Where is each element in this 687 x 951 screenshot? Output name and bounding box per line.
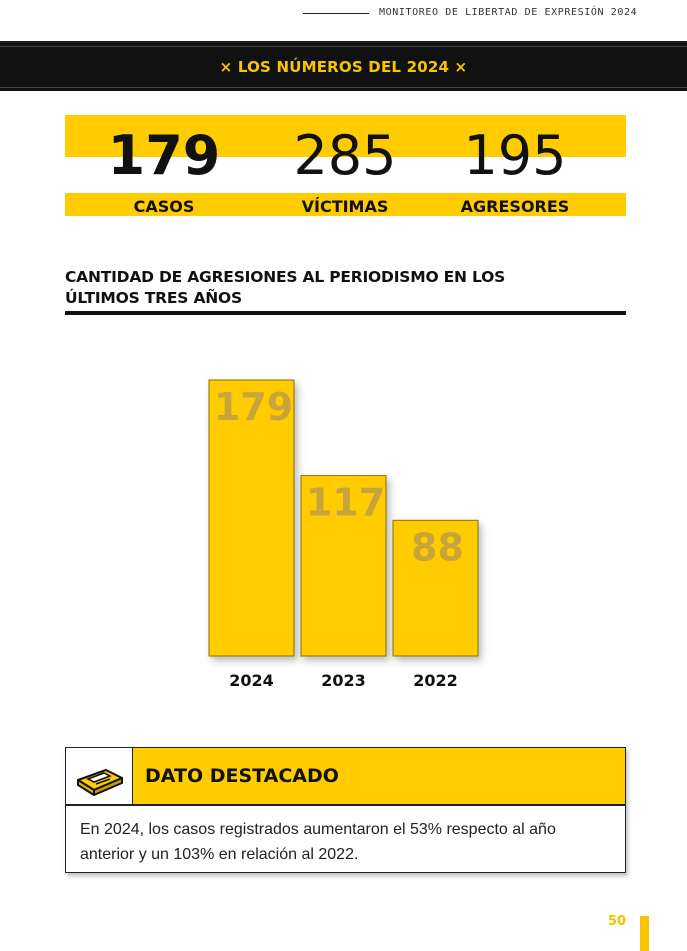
section-banner: × LOS NÚMEROS DEL 2024 × xyxy=(0,41,687,91)
stat-label: AGRESORES xyxy=(460,197,570,216)
running-header: MONITOREO DE LIBERTAD DE EXPRESIÓN 2024 xyxy=(303,7,663,21)
header-rule xyxy=(303,13,369,14)
bar-2022 xyxy=(392,519,479,657)
running-header-text: MONITOREO DE LIBERTAD DE EXPRESIÓN 2024 xyxy=(379,7,638,18)
chart-title: CANTIDAD DE AGRESIONES AL PERIODISMO EN … xyxy=(65,267,626,309)
page-number: 50 xyxy=(608,914,627,929)
stat-value: 179 xyxy=(107,124,221,187)
stat-value: 195 xyxy=(463,124,567,187)
keyboard-icon xyxy=(66,748,132,804)
highlight-text-line1: En 2024, los casos registrados aumentaro… xyxy=(80,821,556,838)
chart-title-rule xyxy=(65,311,626,315)
category-label: 2024 xyxy=(229,671,274,690)
bar-value-label: 117 xyxy=(306,481,385,525)
highlight-divider xyxy=(66,804,625,806)
category-label: 2022 xyxy=(413,671,458,690)
bar-value-label: 179 xyxy=(214,385,293,429)
stat-value: 285 xyxy=(293,124,397,187)
category-label: 2023 xyxy=(321,671,366,690)
page-number-bar xyxy=(640,916,649,951)
banner-title: × LOS NÚMEROS DEL 2024 × xyxy=(219,58,468,76)
chart-title-line2: ÚLTIMOS TRES AÑOS xyxy=(65,289,242,307)
bar-2023 xyxy=(300,475,387,657)
bar-2024 xyxy=(208,379,295,657)
stat-label: CASOS xyxy=(133,197,195,216)
highlight-header: DATO DESTACADO xyxy=(132,748,625,804)
highlight-text-line2: anterior y un 103% en relación al 2022. xyxy=(80,846,359,863)
highlight-title: DATO DESTACADO xyxy=(145,765,339,787)
stats-band-top xyxy=(65,115,626,157)
highlight-box: DATO DESTACADO En 2024, los casos regist… xyxy=(65,747,626,873)
chart-title-line1: CANTIDAD DE AGRESIONES AL PERIODISMO EN … xyxy=(65,268,506,286)
highlight-text: En 2024, los casos registrados aumentaro… xyxy=(80,817,610,867)
bar-chart: 179 2024 117 2023 88 2022 xyxy=(208,379,479,690)
stats-band-bottom xyxy=(65,193,626,216)
bar-value-label: 88 xyxy=(411,525,464,569)
stat-label: VÍCTIMAS xyxy=(301,197,389,216)
